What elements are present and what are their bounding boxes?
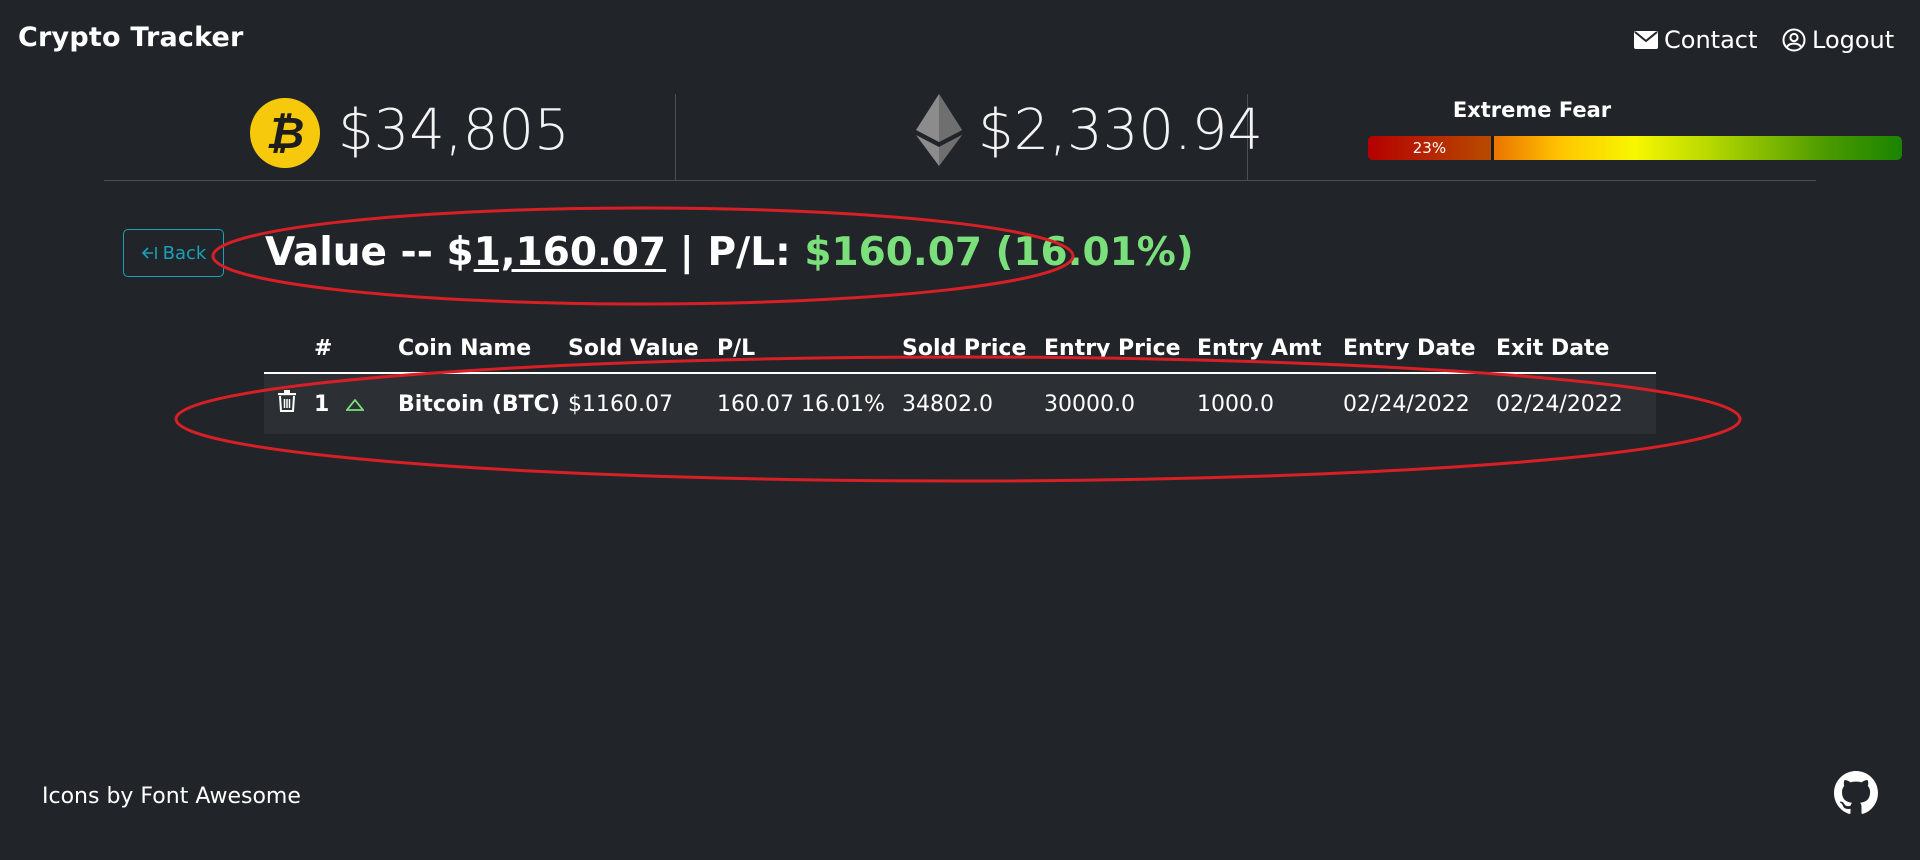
value-prefix: Value -- $: [265, 230, 474, 275]
fear-greed-index: Extreme Fear 23%: [1248, 94, 1902, 180]
contact-label: Contact: [1664, 26, 1758, 54]
header-exit-date: Exit Date: [1496, 324, 1656, 374]
portfolio-summary: Value -- $1,160.07 | P/L: $160.07 (16.01…: [265, 230, 1194, 275]
github-icon[interactable]: [1834, 771, 1878, 815]
brand-title[interactable]: Crypto Tracker: [18, 22, 244, 53]
delete-cell: [264, 373, 314, 434]
header-entry-amt: Entry Amt: [1197, 324, 1343, 374]
contact-link[interactable]: Contact: [1634, 26, 1757, 54]
exit-date: 02/24/2022: [1496, 373, 1656, 434]
trash-icon[interactable]: [278, 390, 296, 412]
header-entry-date: Entry Date: [1343, 324, 1496, 374]
bitcoin-icon: ₿: [250, 98, 320, 168]
navbar: Crypto Tracker Contact Logout: [0, 0, 1920, 86]
fear-greed-fill: 23%: [1368, 136, 1494, 160]
logout-label: Logout: [1812, 26, 1895, 54]
header-indicator: [346, 324, 398, 374]
back-arrow-icon: [141, 247, 157, 259]
header-sold-value: Sold Value: [568, 324, 717, 374]
eth-ticker: $2,330.94: [676, 94, 1263, 180]
entry-price: 30000.0: [1044, 373, 1197, 434]
back-button[interactable]: Back: [123, 229, 224, 277]
envelope-icon: [1634, 31, 1658, 49]
table-row: 1 Bitcoin (BTC) $1160.07 160.07 16.01% 3…: [264, 373, 1656, 434]
ethereum-icon: [916, 94, 962, 166]
header-entry-price: Entry Price: [1044, 324, 1197, 374]
user-circle-icon: [1782, 28, 1806, 52]
entry-amt: 1000.0: [1197, 373, 1343, 434]
footer-credits[interactable]: Icons by Font Awesome: [42, 784, 301, 809]
header-number: #: [314, 324, 346, 374]
fear-greed-percent: 23%: [1412, 139, 1447, 157]
fear-greed-bar: 23%: [1368, 136, 1902, 160]
trades-table: # Coin Name Sold Value P/L Sold Price En…: [264, 324, 1656, 434]
triangle-up-icon: [345, 398, 365, 411]
header-action: [264, 324, 314, 374]
trend-cell: [345, 373, 398, 434]
header-coin-name: Coin Name: [398, 324, 568, 374]
logout-link[interactable]: Logout: [1782, 26, 1894, 54]
pl-separator: | P/L:: [666, 230, 805, 275]
pl-cell: 160.07 16.01%: [717, 373, 902, 434]
header-sold-price: Sold Price: [902, 324, 1044, 374]
table-header-row: # Coin Name Sold Value P/L Sold Price En…: [264, 324, 1656, 374]
back-button-label: Back: [162, 242, 207, 264]
sold-value: $1160.07: [568, 373, 717, 434]
eth-price: $2,330.94: [978, 98, 1264, 163]
entry-date: 02/24/2022: [1343, 373, 1496, 434]
row-number: 1: [314, 373, 346, 434]
header-pl: P/L: [717, 324, 902, 374]
sold-price: 34802.0: [902, 373, 1044, 434]
coin-name: Bitcoin (BTC): [398, 373, 568, 434]
pl-value: $160.07 (16.01%): [804, 230, 1194, 275]
price-ticker: ₿ $34,805 $2,330.94 Extreme Fear 23%: [104, 94, 1902, 181]
fear-greed-title: Extreme Fear: [1452, 98, 1612, 122]
btc-price: $34,805: [338, 98, 570, 163]
btc-ticker: ₿ $34,805: [104, 94, 676, 180]
value-amount: 1,160.07: [473, 230, 667, 275]
